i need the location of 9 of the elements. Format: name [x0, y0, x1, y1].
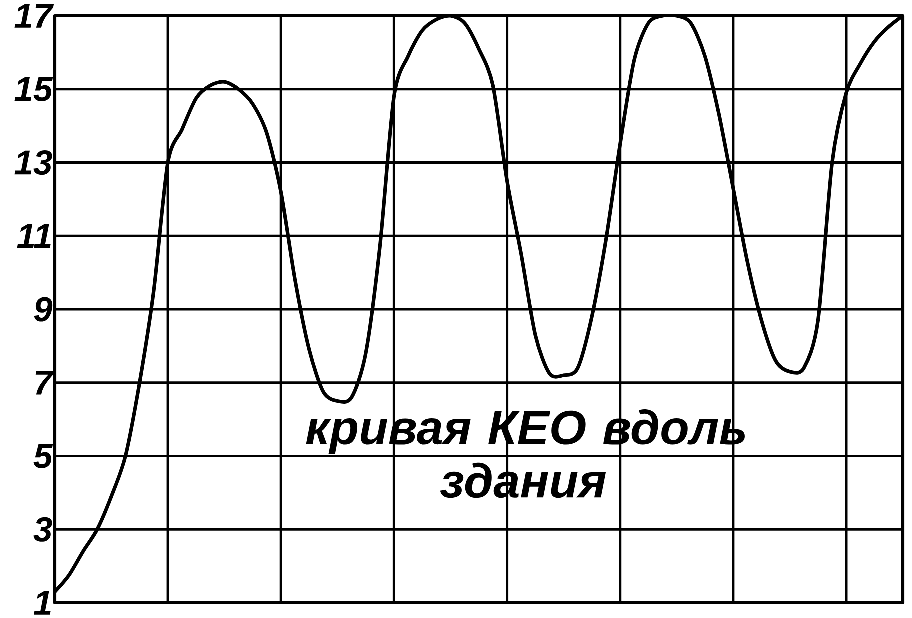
y-tick-label: 1	[34, 591, 51, 615]
y-tick-label: 11	[17, 224, 51, 248]
y-tick-label: 7	[36, 370, 54, 395]
y-tick-label: 3	[34, 517, 52, 542]
y-tick-label: 15	[14, 77, 54, 102]
y-tick-label: 9	[34, 297, 53, 322]
y-tick-label: 17	[14, 4, 54, 28]
y-tick-label: 13	[14, 150, 52, 176]
y-tick-label: 5	[34, 444, 54, 468]
